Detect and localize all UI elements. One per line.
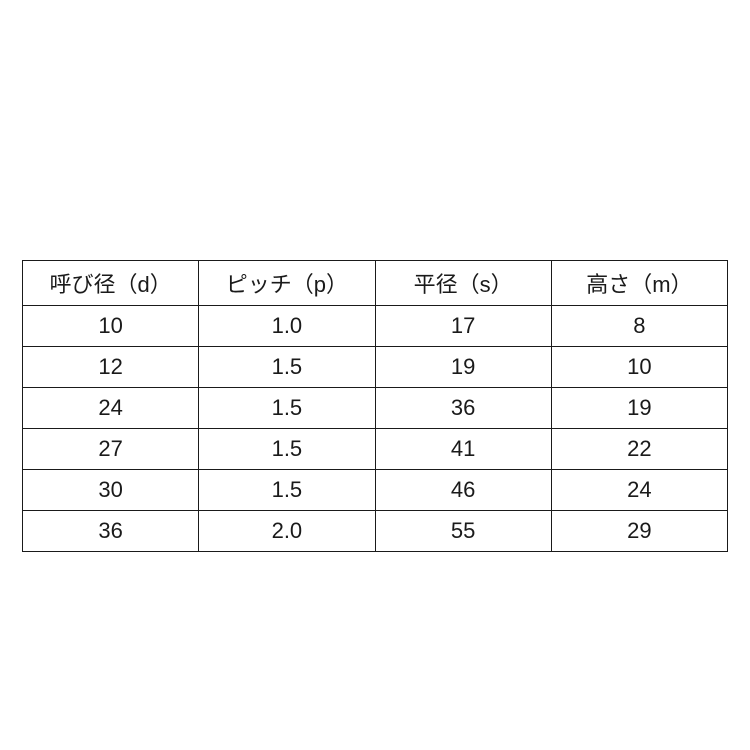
table-head: 呼び径（d） ピッチ（p） 平径（s） 高さ（m） — [23, 261, 728, 306]
cell: 46 — [375, 470, 551, 511]
col-header-pitch: ピッチ（p） — [199, 261, 375, 306]
cell: 1.0 — [199, 306, 375, 347]
table-row: 12 1.5 19 10 — [23, 347, 728, 388]
col-header-flat-dia: 平径（s） — [375, 261, 551, 306]
cell: 1.5 — [199, 429, 375, 470]
cell: 12 — [23, 347, 199, 388]
cell: 55 — [375, 511, 551, 552]
cell: 2.0 — [199, 511, 375, 552]
spec-table: 呼び径（d） ピッチ（p） 平径（s） 高さ（m） 10 1.0 17 8 12… — [22, 260, 728, 552]
cell: 10 — [23, 306, 199, 347]
cell: 19 — [551, 388, 727, 429]
table-row: 24 1.5 36 19 — [23, 388, 728, 429]
page: 呼び径（d） ピッチ（p） 平径（s） 高さ（m） 10 1.0 17 8 12… — [0, 0, 750, 750]
cell: 30 — [23, 470, 199, 511]
cell: 1.5 — [199, 347, 375, 388]
cell: 22 — [551, 429, 727, 470]
cell: 36 — [375, 388, 551, 429]
cell: 27 — [23, 429, 199, 470]
table-row: 30 1.5 46 24 — [23, 470, 728, 511]
cell: 1.5 — [199, 388, 375, 429]
col-header-nominal-dia: 呼び径（d） — [23, 261, 199, 306]
cell: 24 — [23, 388, 199, 429]
cell: 19 — [375, 347, 551, 388]
cell: 29 — [551, 511, 727, 552]
table-row: 27 1.5 41 22 — [23, 429, 728, 470]
table-header-row: 呼び径（d） ピッチ（p） 平径（s） 高さ（m） — [23, 261, 728, 306]
cell: 8 — [551, 306, 727, 347]
table-row: 10 1.0 17 8 — [23, 306, 728, 347]
cell: 17 — [375, 306, 551, 347]
cell: 24 — [551, 470, 727, 511]
spec-table-container: 呼び径（d） ピッチ（p） 平径（s） 高さ（m） 10 1.0 17 8 12… — [22, 260, 728, 552]
table-body: 10 1.0 17 8 12 1.5 19 10 24 1.5 36 19 — [23, 306, 728, 552]
cell: 41 — [375, 429, 551, 470]
table-row: 36 2.0 55 29 — [23, 511, 728, 552]
cell: 36 — [23, 511, 199, 552]
cell: 10 — [551, 347, 727, 388]
col-header-height: 高さ（m） — [551, 261, 727, 306]
cell: 1.5 — [199, 470, 375, 511]
